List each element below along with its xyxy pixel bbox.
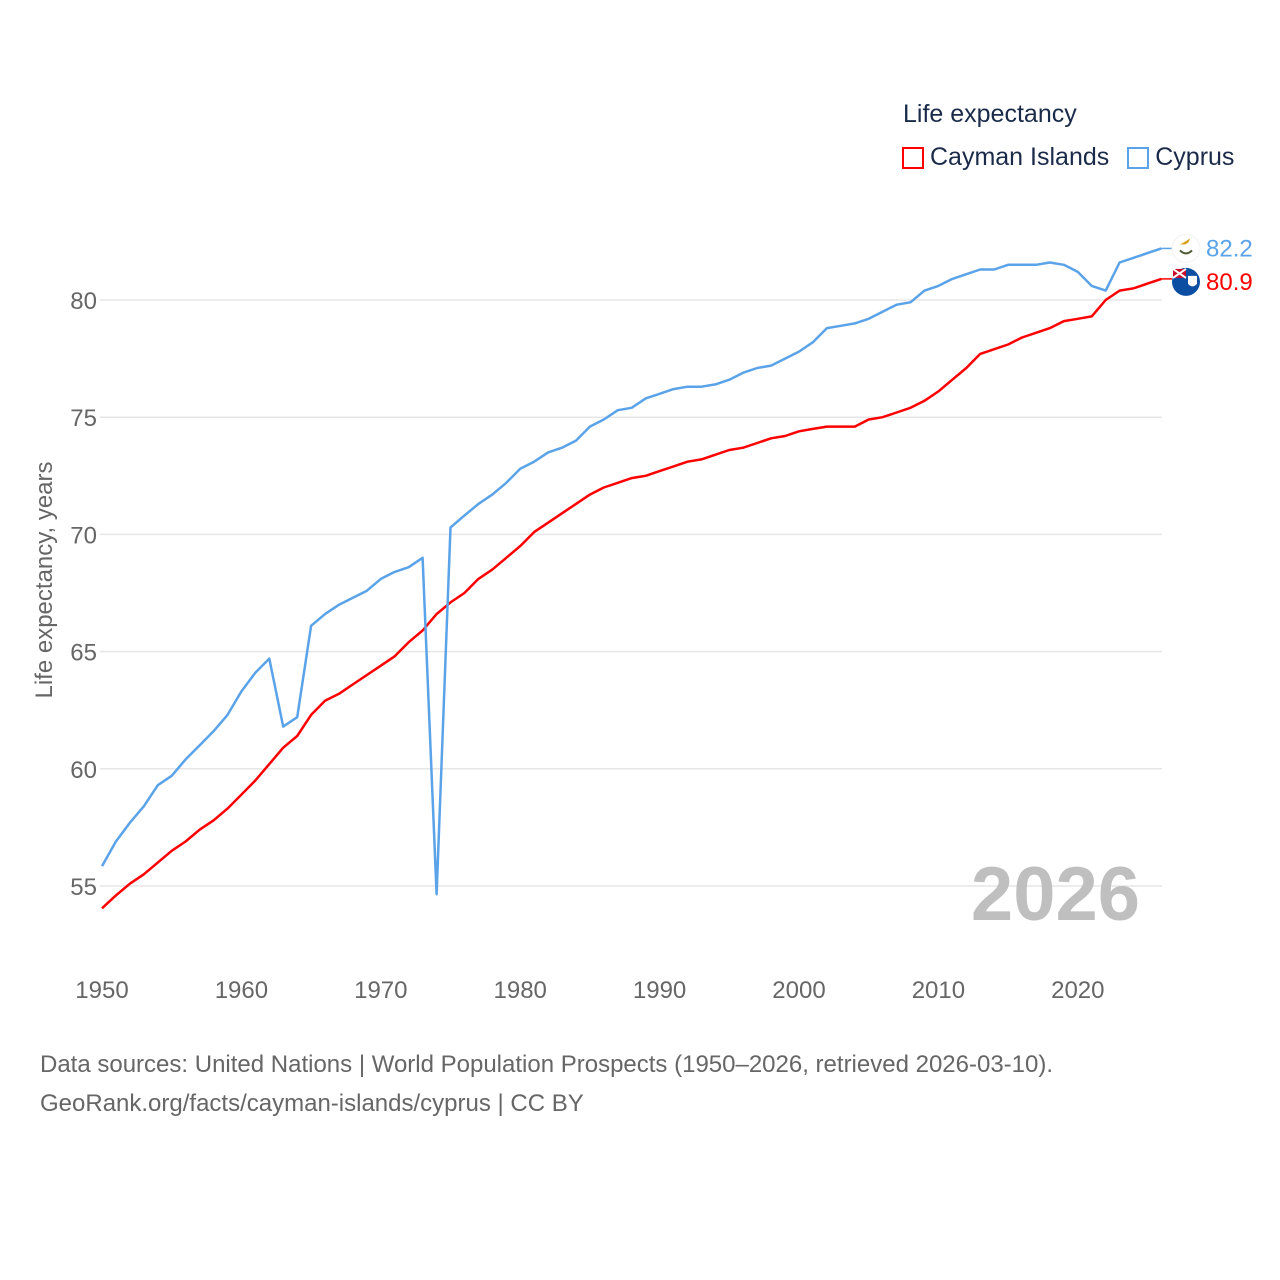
x-tick-label: 2010	[912, 977, 965, 1004]
cyprus-flag-olive-icon	[1179, 249, 1193, 255]
x-tick-label: 1970	[354, 977, 407, 1004]
x-tick-label: 1960	[215, 977, 268, 1004]
x-tick-label: 2000	[772, 977, 825, 1004]
cyprus-flag-map-icon	[1180, 238, 1190, 245]
legend: Cayman Islands Cyprus	[902, 143, 1234, 172]
cayman-islands-flag-cross-icon	[1172, 268, 1187, 279]
series-line-cayman-islands	[101, 277, 1162, 910]
end-value-label-cayman-islands: 80.9	[1206, 269, 1253, 296]
legend-swatch-cayman-islands	[902, 146, 924, 169]
y-tick-label: 80	[70, 288, 97, 315]
x-tick-label: 1950	[75, 977, 128, 1004]
source-note: Data sources: United Nations | World Pop…	[40, 1045, 1053, 1123]
legend-swatch-cyprus	[1127, 146, 1150, 169]
year-watermark: 2026	[971, 852, 1140, 937]
x-tick-label: 2020	[1051, 977, 1104, 1004]
cayman-islands-shield-icon	[1188, 275, 1197, 287]
y-tick-label: 55	[70, 874, 97, 901]
legend-title: Life expectancy	[903, 100, 1077, 128]
y-tick-label: 60	[70, 757, 97, 784]
end-value-label-cyprus: 82.2	[1206, 235, 1253, 262]
y-tick-label: 70	[70, 522, 97, 549]
y-tick-label: 75	[70, 405, 97, 432]
legend-item-cayman-islands[interactable]: Cayman Islands	[902, 143, 1109, 172]
y-tick-label: 65	[70, 640, 97, 667]
y-axis-label: Life expectancy, years	[31, 461, 58, 698]
x-tick-label: 1980	[494, 977, 547, 1004]
source-line-1: Data sources: United Nations | World Pop…	[40, 1051, 1054, 1078]
legend-item-cyprus[interactable]: Cyprus	[1127, 143, 1234, 172]
cyprus-flag-icon	[1171, 233, 1201, 263]
x-tick-label: 1990	[633, 977, 686, 1004]
legend-label-cyprus: Cyprus	[1155, 143, 1235, 171]
source-line-2[interactable]: GeoRank.org/facts/cayman-islands/cyprus …	[40, 1090, 584, 1117]
legend-label-cayman-islands: Cayman Islands	[930, 143, 1110, 171]
